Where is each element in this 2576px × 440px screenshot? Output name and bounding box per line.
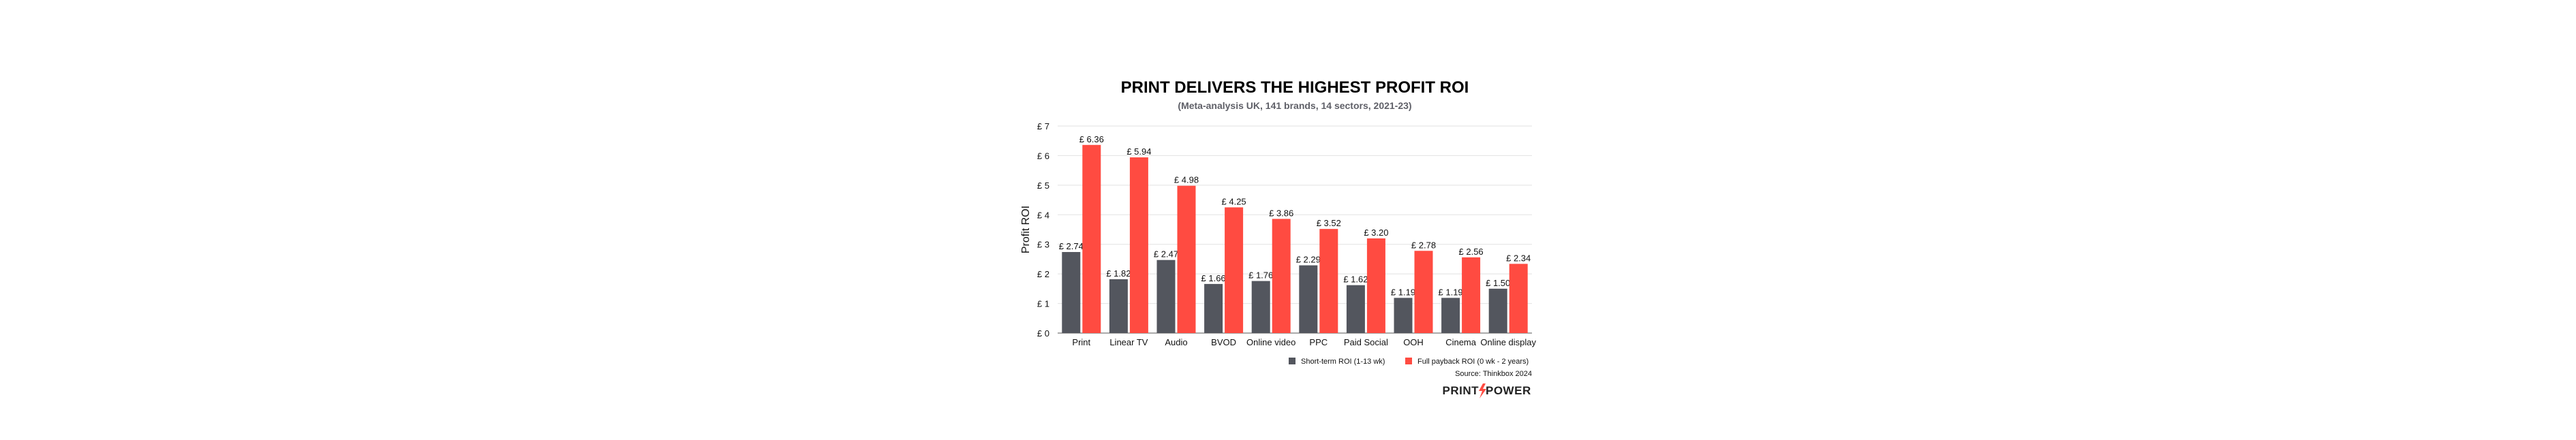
y-axis-label: Profit ROI <box>1020 206 1032 253</box>
y-tick-label: £ 5 <box>1037 180 1049 191</box>
x-tick-label: BVOD <box>1211 337 1236 347</box>
data-label: £ 2.74 <box>1059 241 1084 251</box>
x-tick-label: Online display <box>1480 337 1536 347</box>
y-tick-label: £ 6 <box>1037 151 1049 161</box>
data-label: £ 2.47 <box>1154 249 1178 260</box>
legend-label: Short-term ROI (1-13 wk) <box>1301 358 1385 366</box>
chart-title: PRINT DELIVERS THE HIGHEST PROFIT ROI <box>1121 78 1469 97</box>
print-power-logo: PRINT POWER <box>1443 383 1531 398</box>
bar <box>1441 298 1460 333</box>
data-label: £ 2.56 <box>1459 247 1484 257</box>
y-tick-label: £ 4 <box>1037 210 1049 220</box>
data-label: £ 6.36 <box>1079 134 1104 144</box>
bar <box>1299 265 1318 333</box>
bar <box>1177 185 1196 333</box>
logo-text-power: POWER <box>1486 384 1531 397</box>
logo-text-print: PRINT <box>1443 384 1479 397</box>
bar <box>1488 288 1507 333</box>
bar <box>1414 251 1433 333</box>
data-label: £ 1.50 <box>1486 278 1510 288</box>
data-label: £ 1.66 <box>1201 273 1226 283</box>
data-label: £ 2.29 <box>1296 255 1321 265</box>
bar <box>1366 238 1385 333</box>
bar <box>1062 252 1081 333</box>
data-label: £ 3.86 <box>1269 208 1293 218</box>
bar <box>1082 144 1101 333</box>
y-tick-label: £ 2 <box>1037 269 1049 279</box>
bar <box>1109 279 1128 333</box>
y-tick-label: £ 7 <box>1037 121 1049 131</box>
y-tick-label: £ 3 <box>1037 240 1049 250</box>
data-label: £ 4.98 <box>1174 175 1199 185</box>
data-label: £ 1.19 <box>1391 287 1415 297</box>
data-label: £ 1.62 <box>1343 274 1368 285</box>
bar <box>1346 285 1365 333</box>
data-label: £ 1.19 <box>1439 287 1463 297</box>
x-tick-label: PPC <box>1309 337 1328 347</box>
x-tick-label: OOH <box>1403 337 1424 347</box>
bar <box>1251 281 1270 333</box>
data-label: £ 2.34 <box>1506 253 1531 263</box>
source-note: Source: Thinkbox 2024 <box>1455 370 1532 378</box>
data-label: £ 4.25 <box>1222 196 1246 206</box>
bar <box>1272 219 1291 333</box>
x-tick-label: Print <box>1072 337 1090 347</box>
x-tick-label: Cinema <box>1445 337 1477 347</box>
bar <box>1462 257 1481 333</box>
x-tick-label: Paid Social <box>1344 337 1388 347</box>
bar <box>1225 207 1244 333</box>
data-label: £ 5.94 <box>1126 146 1151 157</box>
bar <box>1394 298 1413 333</box>
data-label: £ 1.76 <box>1248 270 1273 281</box>
data-label: £ 2.78 <box>1411 240 1436 250</box>
bar <box>1204 283 1223 333</box>
x-tick-label: Audio <box>1165 337 1187 347</box>
chart-subtitle: (Meta-analysis UK, 141 brands, 14 sector… <box>1178 100 1411 111</box>
data-label: £ 1.82 <box>1106 268 1131 279</box>
legend-label: Full payback ROI (0 wk - 2 years) <box>1417 358 1529 366</box>
lightning-bolt-icon <box>1479 383 1486 398</box>
x-tick-label: Linear TV <box>1109 337 1148 347</box>
y-tick-label: £ 0 <box>1037 328 1049 339</box>
x-tick-label: Online video <box>1246 337 1295 347</box>
y-tick-label: £ 1 <box>1037 299 1049 309</box>
data-label: £ 3.20 <box>1364 227 1388 238</box>
bar <box>1319 229 1338 333</box>
bar <box>1509 264 1528 333</box>
data-label: £ 3.52 <box>1317 218 1341 228</box>
bar <box>1156 260 1176 333</box>
legend-swatch <box>1289 358 1295 364</box>
legend-swatch <box>1405 358 1412 364</box>
bar <box>1129 157 1148 333</box>
